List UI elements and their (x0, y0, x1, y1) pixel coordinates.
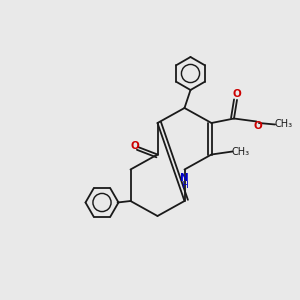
Text: CH₃: CH₃ (232, 146, 250, 157)
Text: O: O (130, 140, 139, 151)
Text: N: N (180, 173, 189, 183)
Text: H: H (181, 182, 188, 190)
Text: O: O (254, 121, 262, 131)
Text: CH₃: CH₃ (274, 119, 292, 130)
Text: O: O (232, 89, 242, 100)
